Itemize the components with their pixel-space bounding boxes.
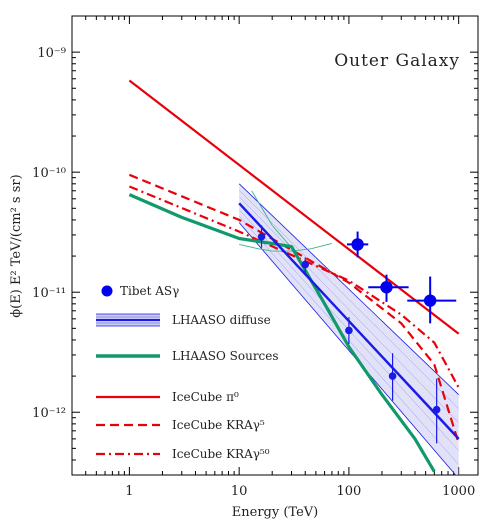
x-tick-label: 1000	[442, 484, 475, 499]
lhaaso-diffuse-band-lower	[238, 222, 457, 475]
x-tick-label: 100	[336, 484, 361, 499]
x-tick-label: 10	[231, 484, 248, 499]
lhaaso-sources-line	[128, 193, 436, 473]
lhaaso-diffuse-point	[257, 232, 266, 241]
legend-label: LHAASO Sources	[172, 349, 279, 363]
legend-label: IceCube KRAγ⁵	[172, 418, 265, 432]
legend: Tibet ASγ LHAASO diffuse LHAASO Sources Ice…	[96, 284, 279, 461]
lhaaso-diffuse-point	[432, 405, 441, 414]
legend-label: Tibet ASγ	[120, 284, 179, 298]
axis-ticks	[71, 15, 478, 476]
lhaaso-sources-thin-diag	[251, 190, 292, 248]
lhaaso-diffuse-band-upper	[238, 183, 459, 395]
y-tick-label: 10⁻¹²	[32, 406, 66, 421]
lhaaso-sources-thin-arc	[239, 242, 333, 252]
legend-label: IceCube π⁰	[172, 390, 239, 404]
lhaaso-diffuse-band-hatch	[239, 190, 459, 409]
lhaaso-diffuse-point	[388, 372, 397, 380]
tibet-point	[351, 238, 364, 251]
icecube-dashdot-line	[128, 185, 460, 389]
lhaaso-diffuse-point	[345, 326, 353, 335]
plot-layer	[128, 79, 460, 475]
x-tick-labels: 1 10 100 1000	[125, 484, 475, 499]
chart-title: Outer Galaxy	[334, 51, 460, 71]
icecube-solid-line	[128, 79, 460, 335]
legend-label: IceCube KRAγ⁵⁰	[172, 447, 270, 461]
x-axis-label: Energy (TeV)	[232, 505, 318, 520]
y-axis-label: ϕ(E) E² TeV/(cm² s sr)	[9, 174, 24, 317]
x-tick-label: 1	[125, 484, 133, 499]
legend-dot-marker	[101, 285, 113, 297]
lhaaso-diffuse-point	[301, 260, 310, 269]
y-tick-label: 10⁻⁹	[37, 46, 66, 61]
plot-frame	[71, 15, 479, 476]
y-tick-labels: 10⁻¹² 10⁻¹¹ 10⁻¹⁰ 10⁻⁹	[32, 46, 66, 421]
y-tick-label: 10⁻¹¹	[32, 286, 66, 301]
y-tick-label: 10⁻¹⁰	[32, 166, 66, 181]
tibet-point	[380, 281, 393, 294]
tibet-point	[423, 294, 437, 307]
icecube-dashed-line	[128, 173, 460, 444]
lhaaso-diffuse-band-hatch	[239, 196, 459, 423]
legend-label: LHAASO diffuse	[172, 313, 271, 327]
